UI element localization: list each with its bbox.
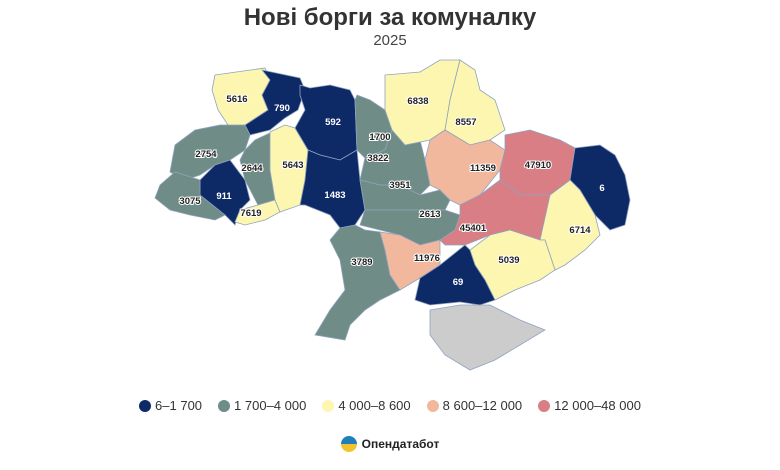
region-value-label: 7619 (240, 208, 261, 219)
brand-name: Опендатабот (361, 437, 440, 451)
region-value-label: 6838 (407, 96, 428, 107)
legend-label: 4 000–8 600 (338, 398, 411, 413)
region-value-label: 47910 (525, 160, 551, 171)
region-value-label: 8557 (455, 117, 476, 128)
legend-swatch (139, 399, 152, 412)
region-value-label: 11359 (470, 163, 496, 174)
region-value-label: 1700 (369, 132, 390, 143)
region-value-label: 11976 (414, 253, 440, 264)
legend-item[interactable]: 12 000–48 000 (538, 398, 641, 413)
region-no-data[interactable] (429, 304, 546, 371)
region-value-label: 911 (216, 191, 232, 202)
legend-item[interactable]: 8 600–12 000 (426, 398, 523, 413)
brand: Опендатабот (0, 436, 780, 452)
legend: 6–1 700 1 700–4 000 4 000–8 600 8 600–12… (0, 398, 780, 413)
region[interactable] (414, 244, 496, 306)
map-subtitle: 2025 (373, 32, 407, 49)
opendatabot-logo-icon (340, 436, 357, 452)
legend-label: 8 600–12 000 (442, 398, 523, 413)
region[interactable] (299, 149, 366, 229)
legend-item[interactable]: 1 700–4 000 (218, 398, 306, 413)
legend-swatch (538, 399, 551, 412)
legend-swatch (322, 399, 335, 412)
legend-swatch (218, 399, 231, 412)
region-value-label: 69 (453, 277, 464, 288)
legend-label: 6–1 700 (155, 398, 203, 413)
legend-swatch (426, 399, 439, 412)
region-value-label: 5039 (498, 255, 519, 266)
region-value-label: 5643 (282, 160, 303, 171)
map-title: Нові борги за комуналку (243, 4, 537, 31)
region-value-label: 2644 (241, 163, 263, 174)
legend-item[interactable]: 4 000–8 600 (322, 398, 411, 413)
region-value-label: 3075 (179, 196, 201, 207)
region-value-label: 5616 (226, 94, 247, 105)
region-value-label: 6 (599, 183, 604, 194)
region-value-label: 45401 (460, 223, 487, 234)
region-value-label: 3951 (389, 180, 411, 191)
region-value-label: 592 (325, 117, 341, 128)
legend-label: 1 700–4 000 (234, 398, 307, 413)
region-value-label: 3822 (367, 153, 388, 164)
legend-item[interactable]: 6–1 700 (139, 398, 202, 413)
region[interactable] (314, 224, 401, 341)
region-value-label: 3789 (351, 257, 372, 268)
region-value-label: 2613 (419, 209, 440, 220)
region-value-label: 2754 (195, 149, 217, 160)
region-value-label: 1483 (324, 190, 345, 201)
region-value-label: 790 (274, 103, 290, 114)
region-value-label: 6714 (569, 225, 591, 236)
legend-label: 12 000–48 000 (554, 398, 641, 413)
region[interactable] (154, 171, 226, 221)
